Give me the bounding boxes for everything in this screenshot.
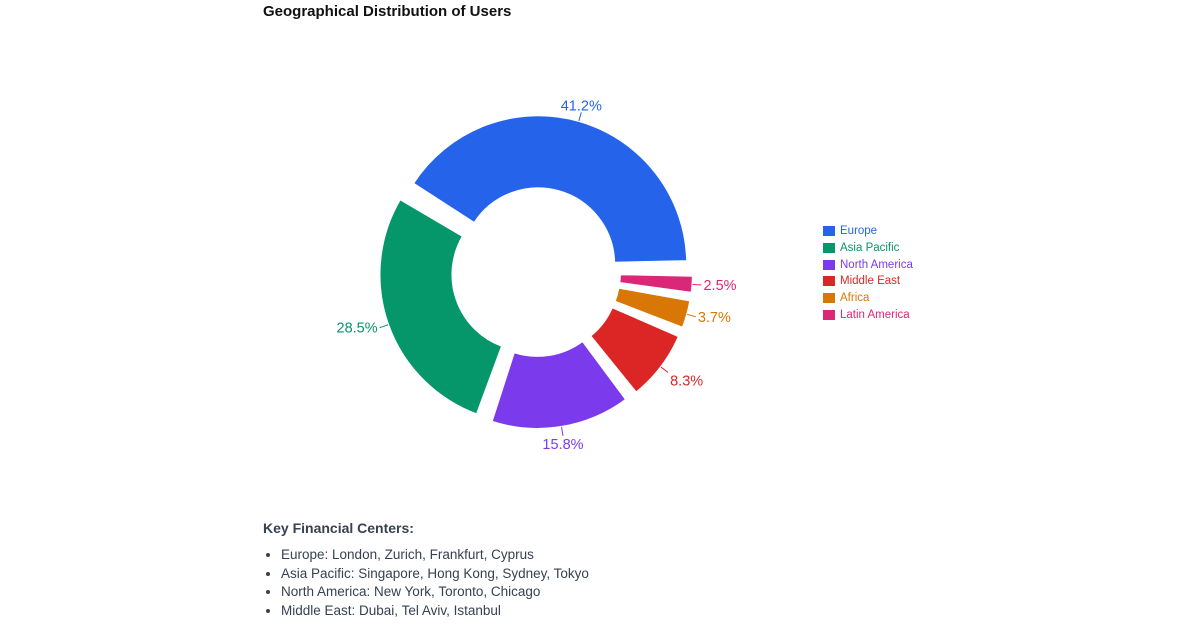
legend-swatch [823, 276, 835, 287]
leader-line [687, 313, 696, 318]
donut-slice-latin-america[interactable] [618, 273, 694, 294]
legend-label: Latin America [840, 308, 910, 321]
list-item: Middle East: Dubai, Tel Aviv, Istanbul [281, 602, 589, 621]
financial-centers-heading: Key Financial Centers: [263, 520, 414, 536]
legend-swatch [823, 293, 835, 304]
financial-centers-list: Europe: London, Zurich, Frankfurt, Cypru… [263, 546, 589, 620]
leader-line [561, 426, 564, 436]
leader-line [660, 366, 669, 373]
legend-item-africa[interactable]: Africa [823, 290, 913, 307]
legend-label: North America [840, 258, 913, 271]
legend-swatch [823, 259, 835, 270]
financial-centers-section: Key Financial Centers: Europe: London, Z… [263, 520, 589, 620]
data-label: 2.5% [703, 278, 736, 294]
legend-label: Europe [840, 225, 878, 238]
donut-slice-middle-east[interactable] [588, 305, 681, 395]
data-label: 15.8% [542, 437, 583, 453]
legend-label: Asia Pacific [840, 242, 900, 255]
list-item: Asia Pacific: Singapore, Hong Kong, Sydn… [281, 565, 589, 584]
donut-slice-north-america[interactable] [490, 339, 628, 430]
legend-item-latin-america[interactable]: Latin America [823, 306, 913, 323]
donut-slice-europe[interactable] [411, 114, 689, 264]
legend-swatch [823, 309, 835, 320]
legend-swatch [823, 226, 835, 237]
legend-item-europe[interactable]: Europe [823, 223, 913, 240]
leader-line [692, 283, 702, 286]
data-label: 3.7% [698, 310, 731, 326]
legend-swatch [823, 243, 835, 254]
list-item: Europe: London, Zurich, Frankfurt, Cypru… [281, 546, 589, 565]
legend-label: Middle East [840, 275, 901, 288]
leader-line [379, 324, 389, 329]
legend-item-asia-pacific[interactable]: Asia Pacific [823, 240, 913, 257]
data-label: 8.3% [670, 374, 703, 390]
donut-slice-africa[interactable] [613, 286, 692, 330]
chart-legend: Europe Asia Pacific North America Middle Ea… [823, 223, 913, 323]
legend-label: Africa [840, 292, 870, 305]
legend-item-middle-east[interactable]: Middle East [823, 273, 913, 290]
list-item: North America: New York, Toronto, Chicag… [281, 583, 589, 602]
leader-line [578, 112, 582, 122]
data-label: 41.2% [561, 98, 602, 114]
chart-title: Geographical Distribution of Users [263, 3, 512, 20]
donut-slice-asia-pacific[interactable] [378, 197, 504, 416]
legend-item-north-america[interactable]: North America [823, 256, 913, 273]
data-label: 28.5% [337, 321, 378, 337]
